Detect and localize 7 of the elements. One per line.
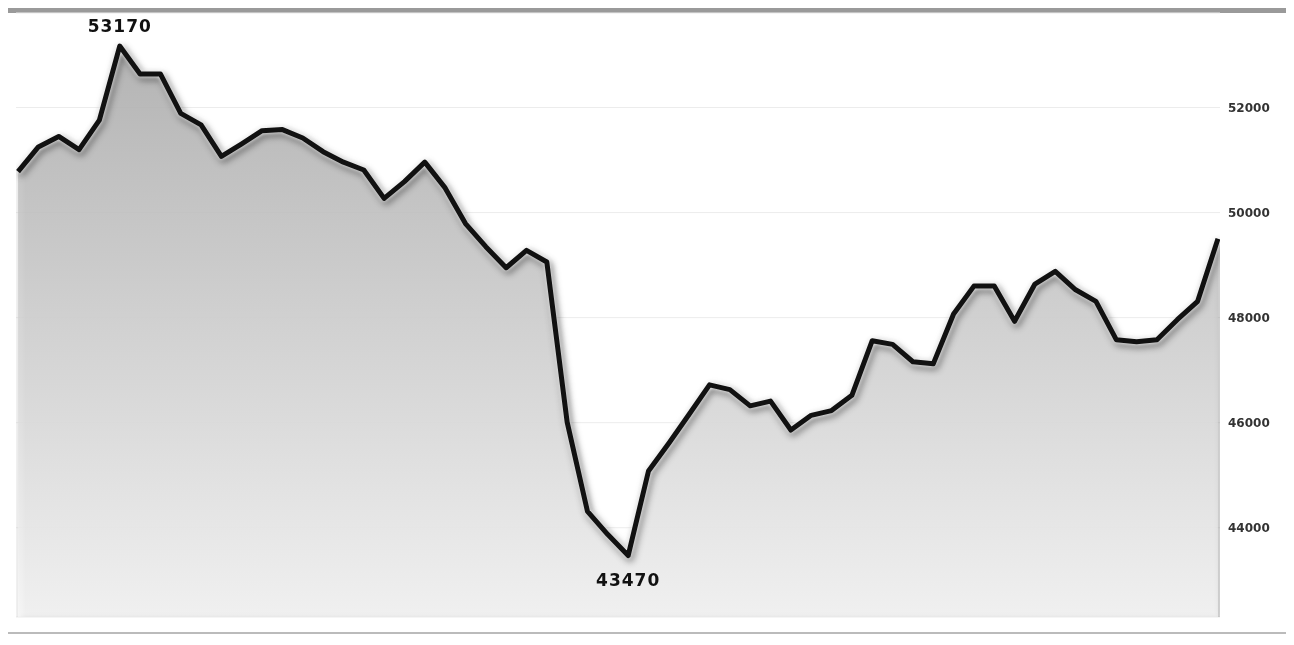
- y-tick-label: 48000: [1228, 310, 1270, 325]
- data-label: 43470: [596, 569, 661, 590]
- data-label: 53170: [87, 16, 152, 37]
- y-tick-label: 44000: [1228, 520, 1270, 535]
- y-tick-label: 52000: [1228, 100, 1270, 115]
- y-tick-label: 50000: [1228, 205, 1270, 220]
- y-tick-label: 46000: [1228, 415, 1270, 430]
